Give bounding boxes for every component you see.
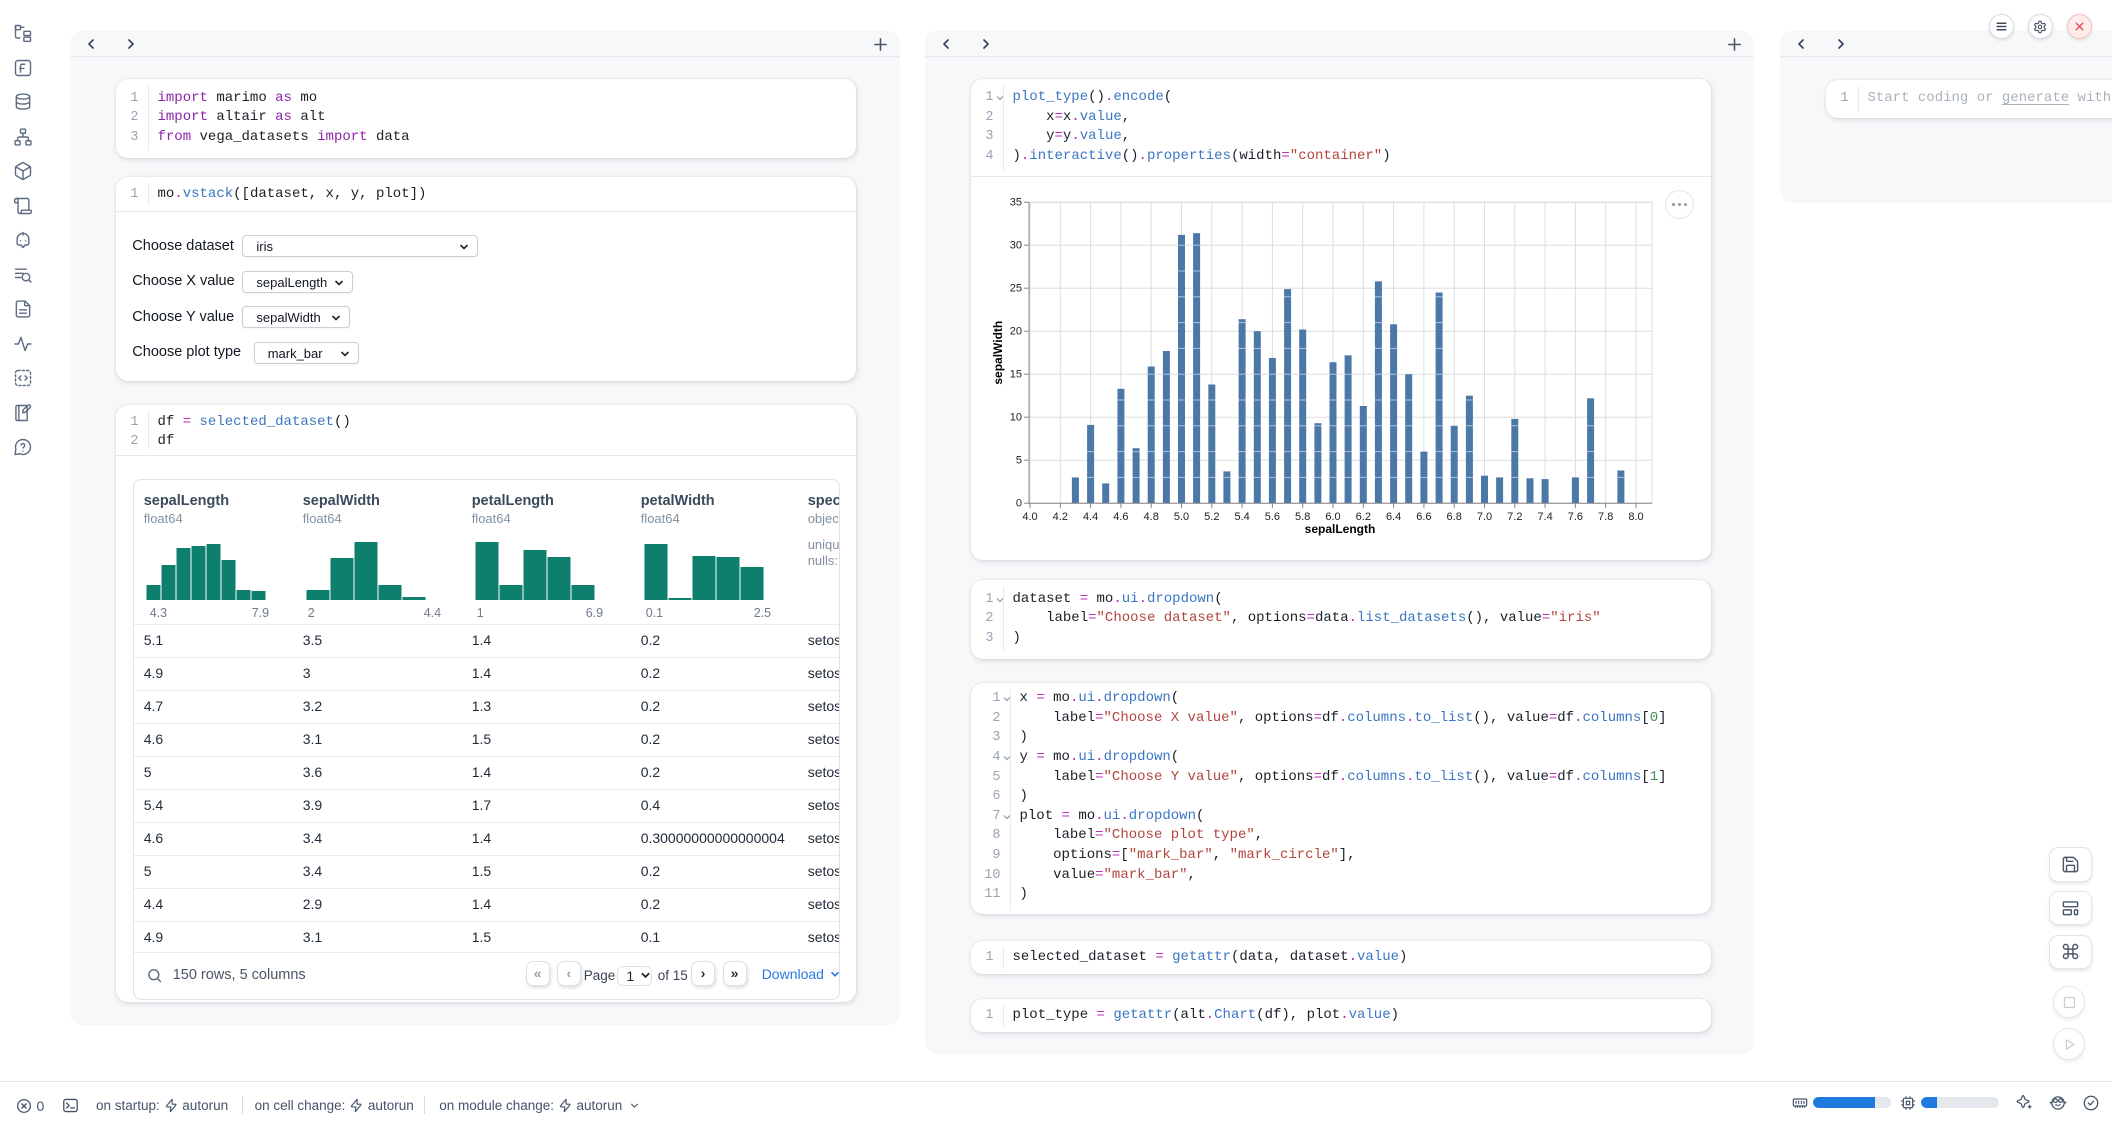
svg-text:5: 5: [1016, 455, 1022, 467]
svg-text:7.0: 7.0: [1477, 511, 1492, 523]
svg-text:7.6: 7.6: [1568, 511, 1583, 523]
svg-text:0: 0: [1016, 498, 1022, 510]
svg-text:4.4: 4.4: [1083, 511, 1098, 523]
svg-text:8.0: 8.0: [1628, 511, 1643, 523]
svg-text:4.8: 4.8: [1144, 511, 1159, 523]
svg-text:sepalWidth: sepalWidth: [991, 321, 1005, 385]
svg-text:5.4: 5.4: [1234, 511, 1249, 523]
svg-text:25: 25: [1010, 283, 1022, 295]
svg-text:10: 10: [1010, 412, 1022, 424]
svg-text:35: 35: [1010, 197, 1022, 209]
svg-text:5.0: 5.0: [1174, 511, 1189, 523]
svg-text:7.8: 7.8: [1598, 511, 1613, 523]
svg-text:7.2: 7.2: [1507, 511, 1522, 523]
svg-text:6.4: 6.4: [1386, 511, 1401, 523]
svg-text:5.2: 5.2: [1204, 511, 1219, 523]
svg-text:6.6: 6.6: [1416, 511, 1431, 523]
svg-text:4.2: 4.2: [1053, 511, 1068, 523]
svg-text:30: 30: [1010, 240, 1022, 252]
svg-text:6.8: 6.8: [1447, 511, 1462, 523]
svg-text:20: 20: [1010, 326, 1022, 338]
svg-text:4.0: 4.0: [1022, 511, 1037, 523]
svg-text:4.6: 4.6: [1113, 511, 1128, 523]
svg-text:15: 15: [1010, 369, 1022, 381]
svg-text:5.6: 5.6: [1265, 511, 1280, 523]
svg-text:sepalLength: sepalLength: [1305, 522, 1376, 536]
svg-text:7.4: 7.4: [1537, 511, 1552, 523]
